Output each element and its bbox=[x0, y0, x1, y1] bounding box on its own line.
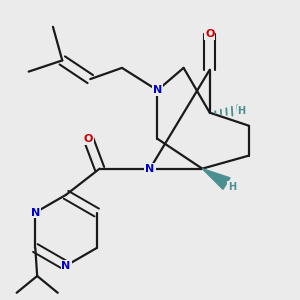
Text: N: N bbox=[31, 208, 40, 218]
Text: H: H bbox=[228, 182, 236, 192]
Text: O: O bbox=[84, 134, 93, 144]
Text: N: N bbox=[146, 164, 154, 174]
Text: H: H bbox=[237, 106, 245, 116]
Text: N: N bbox=[153, 85, 162, 95]
Text: N: N bbox=[61, 261, 70, 271]
Text: O: O bbox=[205, 29, 214, 39]
Polygon shape bbox=[202, 169, 230, 189]
